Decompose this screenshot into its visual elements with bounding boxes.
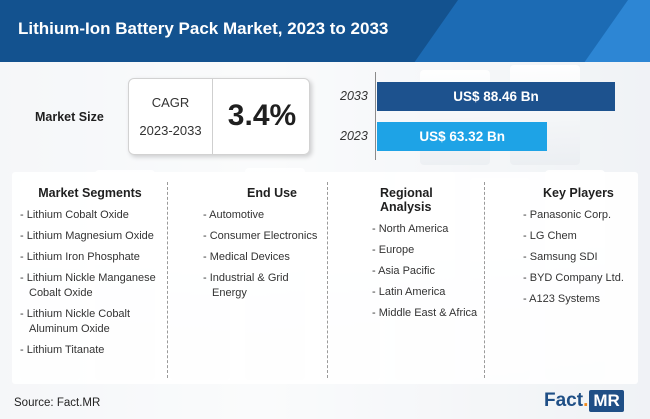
list-item: North America <box>372 222 487 237</box>
list-item: Industrial & Grid Energy <box>203 271 323 301</box>
list-item: Lithium Magnesium Oxide <box>20 229 160 244</box>
bar-axis-line <box>375 72 376 160</box>
list-item: Lithium Nickle Manganese Cobalt Oxide <box>20 271 160 301</box>
list-item: Latin America <box>372 285 487 300</box>
column-heading: Market Segments <box>38 186 142 200</box>
factmr-logo: Fact. MR <box>544 388 642 414</box>
list-item: BYD Company Ltd. <box>523 271 638 286</box>
column-heading: End Use <box>247 186 298 200</box>
list-item: Medical Devices <box>203 250 323 265</box>
list-item: Asia Pacific <box>372 264 487 279</box>
column-regional-analysis: Regional Analysis North America Europe Asi… <box>372 186 487 327</box>
cagr-card: CAGR 2023-2033 3.4% <box>128 78 310 155</box>
bar-2033: US$ 88.46 Bn <box>377 82 615 111</box>
cagr-period: 2023-2033 <box>139 123 202 138</box>
list-item: Consumer Electronics <box>203 229 323 244</box>
header-banner: Lithium-Ion Battery Pack Market, 2023 to… <box>0 0 650 62</box>
bar-2023: US$ 63.32 Bn <box>377 122 548 151</box>
column-divider <box>327 182 328 378</box>
list-item: Samsung SDI <box>523 250 638 265</box>
list-item: Lithium Iron Phosphate <box>20 250 160 265</box>
column-key-players: Key Players Panasonic Corp. LG Chem Samsun… <box>523 186 638 313</box>
list-item: Europe <box>372 243 487 258</box>
source-note: Source: Fact.MR <box>14 397 101 409</box>
list-item: Middle East & Africa <box>372 306 487 321</box>
column-end-use: End Use Automotive Consumer Electronics Me… <box>203 186 323 307</box>
list-item: LG Chem <box>523 229 638 244</box>
market-size-label: Market Size <box>35 110 104 124</box>
list-item: Lithium Titanate <box>20 343 160 358</box>
column-divider <box>167 182 168 378</box>
list-item: Panasonic Corp. <box>523 208 638 223</box>
list-item: Lithium Cobalt Oxide <box>20 208 160 223</box>
bar-year-label: 2033 <box>340 89 368 103</box>
bar-year-label: 2023 <box>340 129 368 143</box>
list-item: Automotive <box>203 208 323 223</box>
cagr-value: 3.4% <box>227 99 297 132</box>
page-title: Lithium-Ion Battery Pack Market, 2023 to… <box>18 19 389 38</box>
column-market-segments: Market Segments Lithium Cobalt Oxide Lith… <box>20 186 160 364</box>
column-heading: Key Players <box>543 186 614 200</box>
list-item: A123 Systems <box>523 292 638 307</box>
list-item: Lithium Nickle Cobalt Aluminum Oxide <box>20 307 160 337</box>
cagr-label: CAGR <box>151 95 190 110</box>
column-heading: Regional Analysis <box>380 186 433 214</box>
column-divider <box>484 182 485 378</box>
